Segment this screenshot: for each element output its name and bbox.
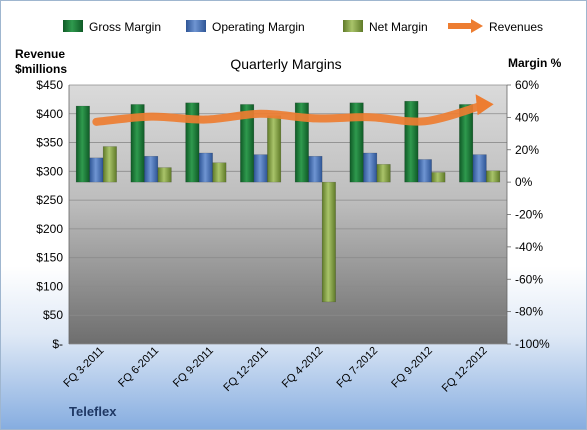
x-tick-label: FQ 9-2011	[171, 345, 216, 390]
left-tick-label: $400	[36, 107, 63, 121]
right-axis-ticks: 60% 40% 20% 0% -20% -40% -60% -80% -100%	[68, 78, 550, 351]
company-label: Teleflex	[69, 404, 117, 419]
bar-gross-margin	[130, 104, 145, 183]
left-tick-label: $50	[43, 308, 63, 322]
left-tick-label: $300	[36, 164, 63, 178]
bar-net-margin	[267, 115, 282, 183]
left-tick-label: $450	[36, 78, 63, 92]
right-tick-label: -40%	[515, 240, 543, 254]
bar-operating-margin	[198, 152, 213, 183]
left-tick-label: $-	[52, 337, 63, 351]
x-tick-label: FQ 12-2012	[440, 345, 490, 395]
chart-title: Quarterly Margins	[230, 56, 341, 72]
right-axis-title: Margin %	[508, 56, 562, 70]
right-tick-label: 20%	[515, 143, 539, 157]
left-tick-label: $350	[36, 136, 63, 150]
left-tick-label: $200	[36, 222, 63, 236]
x-tick-label: FQ 4-2012	[280, 345, 326, 391]
x-axis-ticks: FQ 3-2011 FQ 6-2011 FQ 9-2011 FQ 12-2011 FQ …	[61, 345, 489, 395]
bar-gross-margin	[349, 102, 364, 183]
legend-label-revenues: Revenues	[489, 20, 543, 34]
revenue-line-path	[92, 102, 484, 126]
legend-label-gross-margin: Gross Margin	[89, 20, 161, 34]
left-tick-label: $150	[36, 251, 63, 265]
left-axis-title-line1: Revenue	[15, 47, 65, 61]
right-tick-label: 40%	[515, 110, 539, 124]
right-tick-label: -60%	[515, 272, 543, 286]
bar-operating-margin	[472, 154, 487, 183]
bar-gross-margin	[404, 100, 419, 183]
bar-net-margin	[321, 181, 336, 303]
bar-gross-margin	[75, 105, 90, 183]
bar-operating-margin	[253, 154, 268, 183]
left-axis-ticks: $450 $400 $350 $300 $250 $200 $150 $100 $50 $-	[36, 78, 63, 351]
legend-swatch-revenues	[448, 19, 483, 33]
x-tick-label: FQ 7-2012	[335, 345, 381, 391]
revenue-line	[92, 94, 494, 126]
right-tick-label: 60%	[515, 78, 539, 92]
legend-label-operating-margin: Operating Margin	[212, 20, 305, 34]
x-tick-label: FQ 12-2011	[221, 345, 270, 394]
bar-gross-margin	[185, 102, 200, 183]
x-tick-label: FQ 3-2011	[61, 345, 106, 390]
bar-operating-margin	[308, 155, 323, 183]
legend-swatch-operating-margin	[186, 20, 206, 32]
x-tick-label: FQ 6-2011	[116, 345, 161, 390]
bar-gross-margin	[459, 104, 474, 183]
left-tick-label: $250	[36, 193, 63, 207]
right-tick-label: -20%	[515, 208, 543, 222]
legend-swatch-net-margin	[343, 20, 363, 32]
bar-net-margin	[212, 162, 227, 183]
legend-swatch-gross-margin	[63, 20, 83, 32]
bar-net-margin	[157, 167, 172, 183]
bar-net-margin	[431, 172, 446, 183]
right-tick-label: -80%	[515, 305, 543, 319]
bar-gross-margin	[240, 104, 255, 183]
bar-net-margin	[486, 170, 501, 183]
left-tick-label: $100	[36, 279, 63, 293]
bar-operating-margin	[144, 155, 159, 183]
left-axis-title-line2: $millions	[15, 62, 67, 76]
bar-operating-margin	[89, 157, 104, 183]
bar-operating-margin	[417, 159, 432, 183]
bar-net-margin	[102, 146, 117, 183]
right-tick-label: -100%	[515, 337, 550, 351]
legend-label-net-margin: Net Margin	[369, 20, 428, 34]
revenue-arrowhead	[475, 94, 494, 116]
bar-gross-margin	[294, 102, 309, 183]
legend: Gross Margin Operating Margin Net Margin…	[63, 19, 543, 34]
bar-operating-margin	[363, 152, 378, 183]
right-tick-label: 0%	[515, 175, 533, 189]
x-tick-label: FQ 9-2012	[389, 345, 435, 391]
bar-net-margin	[376, 164, 391, 183]
